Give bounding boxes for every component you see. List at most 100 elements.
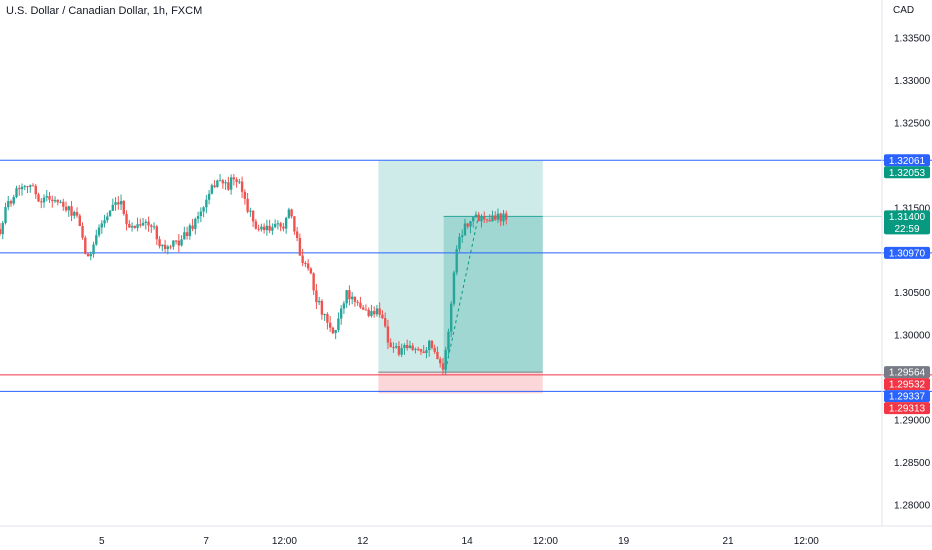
candle-body [106,216,109,221]
candle-body [372,311,376,315]
candle-body [169,246,172,248]
candle-body [100,223,103,228]
candle-body [18,188,21,190]
candle-body [177,240,181,246]
candle-body [466,223,469,227]
candle-body [249,210,252,212]
candle-body [150,225,153,227]
x-tick-label: 12:00 [533,536,558,547]
candle-body [243,191,247,199]
candle-body [122,201,126,214]
x-tick-label: 14 [462,536,474,547]
candle-body [480,216,483,222]
candle-body [411,345,414,350]
candle-body [383,318,387,327]
candle-body [494,215,497,220]
candle-body [331,327,335,334]
candle-body [502,213,505,222]
price-tag-label: 1.29337 [889,392,926,403]
candle-body [45,196,48,198]
candle-body [141,222,145,226]
candle-body [53,200,57,202]
candle-body [309,268,313,274]
candle-body [447,331,450,350]
candle-body [326,314,329,323]
candle-body [147,221,150,226]
price-tag-bg [884,246,930,259]
candle-body [232,177,236,180]
candle-body [180,239,183,246]
candle-body [89,254,92,257]
loss-zone [378,372,543,394]
candle-body [254,221,258,229]
candle-body [172,240,175,247]
candle-body [174,240,178,242]
candle-body [4,207,7,224]
candle-body [9,201,13,204]
candle-body [23,186,26,188]
candle-body [108,210,112,217]
candle-body [202,207,205,212]
y-tick-label: 1.28000 [894,500,931,511]
candle-body [31,185,35,187]
candle-body [378,308,381,315]
candle-body [163,244,167,249]
candle-body [111,204,115,211]
candle-body [84,237,87,254]
candle-body [428,340,431,351]
candle-body [210,185,214,194]
candle-body [216,180,219,188]
candle-body [367,309,370,317]
candle-body [455,248,458,273]
candle-body [317,300,321,303]
candle-body [257,228,260,230]
candle-body [496,213,500,220]
candle-body [271,227,274,231]
candle-body [161,244,164,247]
y-tick-label: 1.29000 [894,415,931,426]
x-tick-label: 5 [99,536,105,547]
long-position-tool [378,160,882,394]
candle-body [328,322,332,328]
candle-body [262,226,266,231]
candle-body [339,308,343,319]
candle-body [48,196,51,200]
candle-body [235,179,238,183]
time-axis: 5 7 12:00 12 14 12:00 19 21 12:00 [99,536,819,547]
price-tag-bg [884,402,930,415]
y-tick-label: 1.32500 [894,119,931,130]
candle-body [485,219,489,221]
price-tag-bg [884,378,930,391]
candle-body [334,329,337,334]
candle-body [136,224,139,228]
price-axis: 1.33500 1.33000 1.32500 1.31500 1.30500 1.300… [894,34,931,512]
candle-body [414,348,417,350]
candle-body [436,351,439,360]
candle-body [119,201,123,205]
candle-body [29,185,32,187]
chart-title: U.S. Dollar / Canadian Dollar, 1h, FXCM [6,5,203,17]
price-tag-label: 1.29313 [889,404,926,415]
candle-body [430,340,434,348]
candle-body [56,200,59,203]
candle-body [207,193,211,200]
candle-body [268,225,271,231]
price-tag-label: 1.32053 [889,168,926,179]
candle-body [422,351,425,354]
candle-body [375,308,379,315]
y-tick-label: 1.28500 [894,458,931,469]
candle-body [12,196,15,204]
candle-body [400,348,403,355]
candle-body [389,342,392,348]
candle-body [472,217,475,222]
position-trend-line [445,220,479,371]
candle-body [152,226,156,228]
candle-body [284,217,288,229]
candle-body [469,221,472,227]
candle-body [499,213,502,222]
candle-body [37,194,40,202]
candle-body [348,290,351,300]
candle-body [15,188,18,197]
candle-body [20,186,24,190]
